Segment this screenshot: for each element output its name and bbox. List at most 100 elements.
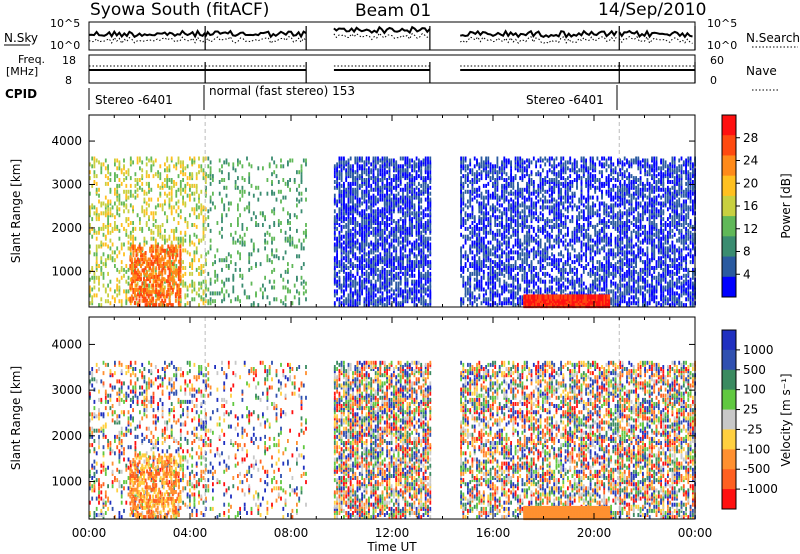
power-cell <box>189 183 191 188</box>
power-cell <box>418 158 420 163</box>
power-cell <box>544 181 547 186</box>
power-cell <box>179 297 182 302</box>
power-cell <box>255 291 257 296</box>
power-cell <box>503 183 506 188</box>
power-cell <box>539 211 542 216</box>
power-cell <box>494 260 497 265</box>
power-cell <box>246 156 248 161</box>
power-cell <box>402 266 404 270</box>
power-cell <box>100 256 103 261</box>
power-cell <box>406 242 409 247</box>
power-cell <box>182 266 184 270</box>
power-cell <box>539 217 542 222</box>
power-cell <box>478 215 481 220</box>
power-cell <box>381 185 384 190</box>
power-cell <box>345 236 348 241</box>
power-cell <box>507 207 510 212</box>
power-cell <box>487 271 490 276</box>
power-cell <box>482 264 485 268</box>
power-cell <box>191 207 194 212</box>
power-cell <box>372 156 375 161</box>
power-cell <box>145 191 148 196</box>
power-cell <box>358 183 361 188</box>
power-cell <box>564 244 567 249</box>
power-cell <box>232 285 235 290</box>
power-cell <box>204 258 207 263</box>
power-cell <box>485 297 487 302</box>
power-cell <box>399 262 402 267</box>
power-cell <box>114 258 116 263</box>
power-cell <box>397 285 400 290</box>
power-cell <box>537 170 540 175</box>
power-cell <box>386 287 388 292</box>
power-cell <box>429 185 432 190</box>
power-cell <box>100 303 103 308</box>
power-cell <box>569 185 572 190</box>
power-cell <box>343 224 345 229</box>
power-cell <box>109 199 112 204</box>
power-cell <box>413 287 416 292</box>
power-cell <box>397 256 400 261</box>
power-cell <box>503 189 506 194</box>
power-cell <box>141 205 144 210</box>
power-cell <box>546 291 549 296</box>
power-cell <box>415 254 418 259</box>
power-cell <box>271 252 273 257</box>
power-cell <box>386 156 388 161</box>
power-cell <box>352 221 354 225</box>
power-cell <box>340 189 343 194</box>
power-cell <box>582 266 585 270</box>
power-cell <box>123 252 125 257</box>
power-cell <box>469 193 472 198</box>
nsearch-line <box>204 35 307 45</box>
power-cell <box>418 264 420 268</box>
power-cell <box>352 199 354 204</box>
power-cell <box>372 232 375 237</box>
power-cell <box>424 166 427 171</box>
power-cell <box>129 242 132 247</box>
power-cell <box>365 269 368 274</box>
power-cell <box>227 277 230 282</box>
power-cell <box>291 301 294 306</box>
power-cell <box>480 275 483 280</box>
power-cell <box>343 289 345 294</box>
power-cell <box>223 207 226 212</box>
power-cell <box>492 181 494 186</box>
power-cell <box>289 289 291 294</box>
power-cell <box>544 234 547 239</box>
power-cell <box>580 254 583 259</box>
power-cell <box>374 299 377 304</box>
power-cell <box>191 279 194 284</box>
power-cell <box>427 293 429 298</box>
power-cell <box>551 170 553 175</box>
power-cell <box>532 215 535 220</box>
power-cell <box>175 189 178 194</box>
power-cell <box>136 281 139 286</box>
power-cell <box>345 176 348 181</box>
power-cell <box>535 201 537 206</box>
power-cell <box>469 301 472 306</box>
power-cell <box>489 303 492 308</box>
power-cell <box>503 273 506 278</box>
power-cell <box>372 219 375 224</box>
power-cell <box>95 275 98 280</box>
power-cell <box>526 234 528 239</box>
power-cell <box>528 264 531 268</box>
power-cell <box>576 219 578 224</box>
power-cell <box>95 187 98 192</box>
power-cell <box>365 252 368 257</box>
power-cell <box>510 217 512 222</box>
power-cell <box>268 162 271 167</box>
power-cell <box>98 230 100 235</box>
power-cell <box>134 226 137 231</box>
power-cell <box>193 191 196 196</box>
power-cell <box>510 160 512 165</box>
nave-bottom-tick: 0 <box>710 74 717 87</box>
power-cell <box>356 289 359 294</box>
power-cell <box>184 230 187 235</box>
power-cell <box>89 277 91 282</box>
power-cell <box>460 156 462 161</box>
power-cell <box>505 281 508 286</box>
power-cell <box>480 205 483 210</box>
power-cell <box>404 281 407 286</box>
